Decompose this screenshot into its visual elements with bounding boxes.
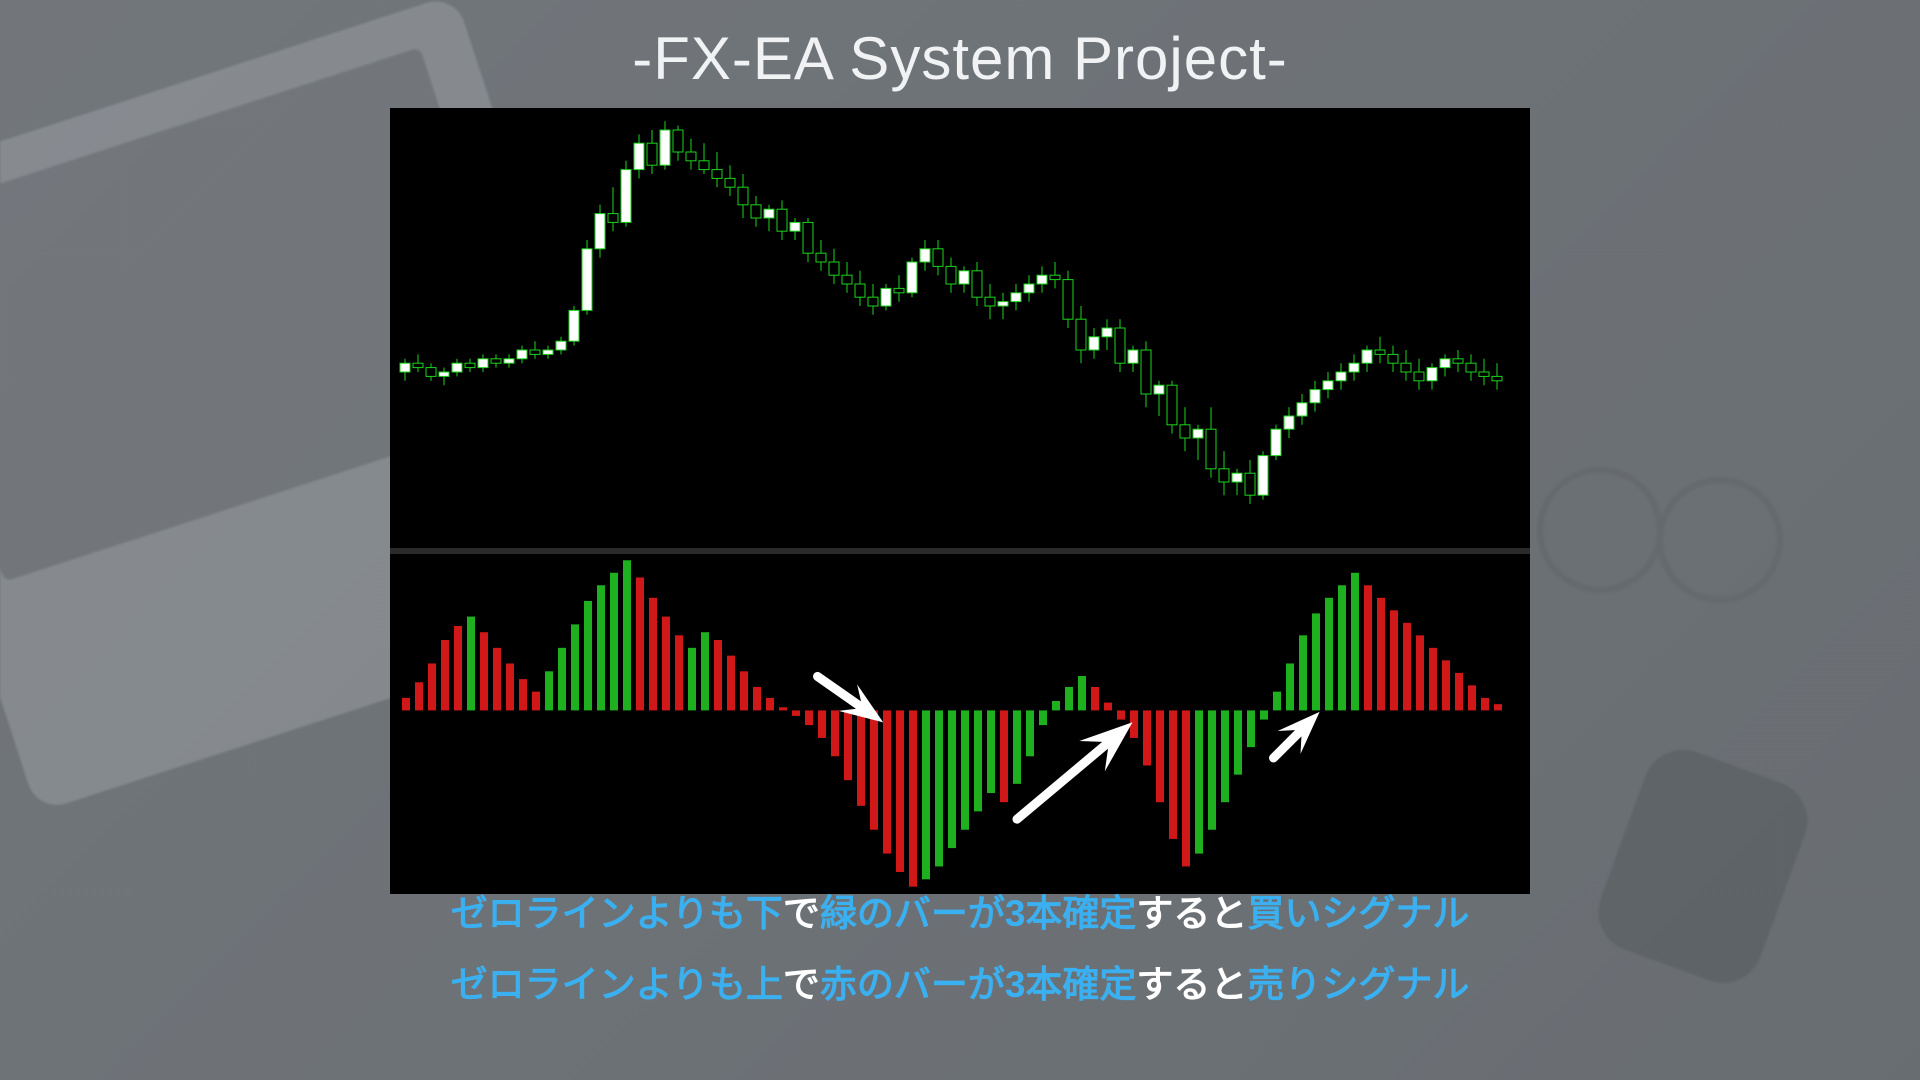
oscillator-chart	[390, 554, 1530, 894]
caption-line-2: ゼロラインよりも上で赤のバーが3本確定すると売りシグナル	[0, 950, 1920, 1020]
caption-text: ゼロラインよりも上	[451, 964, 783, 1005]
page-title: -FX-EA System Project-	[0, 24, 1920, 93]
candlestick-chart	[390, 108, 1530, 548]
caption-text: 赤のバーが3本確定	[820, 964, 1137, 1005]
caption-text: で	[783, 964, 820, 1005]
caption-text: ゼロラインよりも下	[451, 893, 783, 934]
annotation-arrow-icon	[1262, 700, 1331, 769]
chart-container	[390, 108, 1530, 894]
caption-text: で	[783, 893, 820, 934]
caption-text: 緑のバーが3本確定	[820, 893, 1137, 934]
caption-text: すると	[1136, 893, 1247, 934]
caption-text: すると	[1136, 964, 1247, 1005]
caption-line-1: ゼロラインよりも下で緑のバーが3本確定すると買いシグナル	[0, 879, 1920, 949]
annotation-arrow-icon	[1004, 707, 1145, 834]
caption-block: ゼロラインよりも下で緑のバーが3本確定すると買いシグナル ゼロラインよりも上で赤…	[0, 879, 1920, 1020]
caption-text: 買いシグナル	[1247, 893, 1469, 934]
caption-text: 売りシグナル	[1247, 964, 1469, 1005]
